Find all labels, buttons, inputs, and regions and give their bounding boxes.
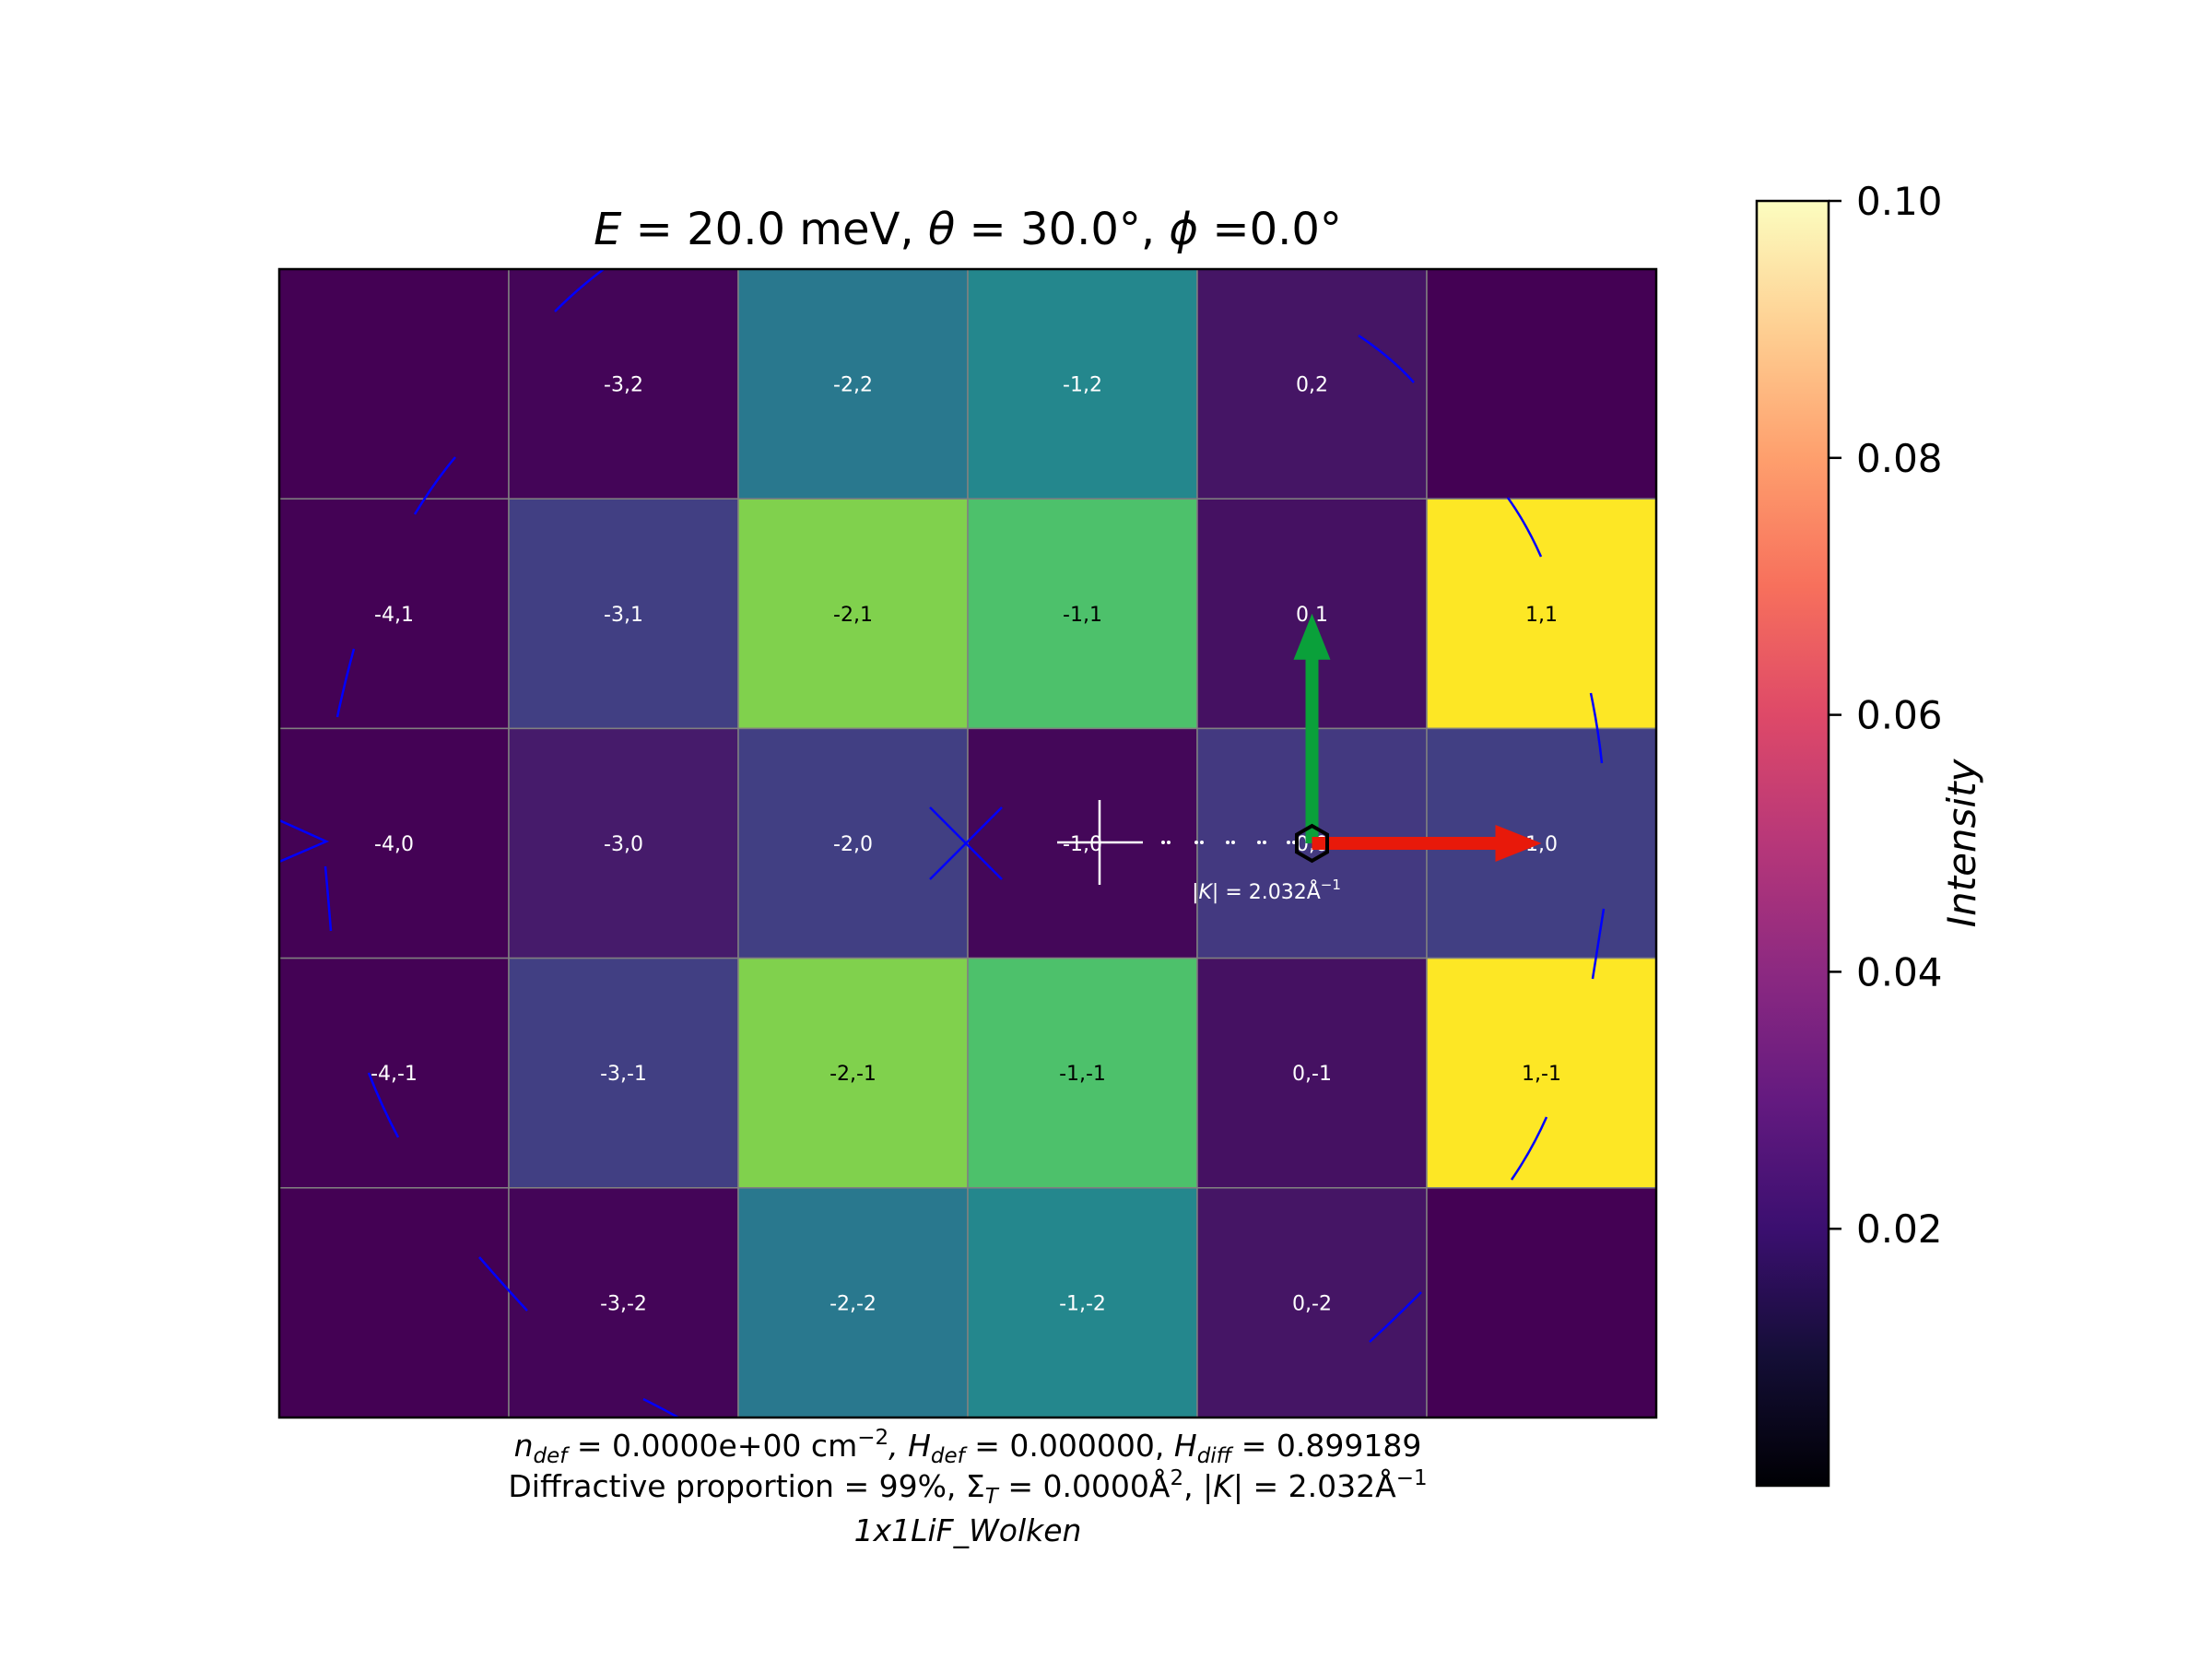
heatmap-cell xyxy=(508,727,739,959)
arc xyxy=(367,1072,400,1138)
heatmap-cell xyxy=(278,957,510,1189)
lattice-vectors xyxy=(1293,613,1542,864)
cell-label: 0,-1 xyxy=(1292,1063,1332,1086)
cell-label: -4,0 xyxy=(374,833,414,856)
cell-label: 1,1 xyxy=(1525,604,1558,627)
cell-label: -1,1 xyxy=(1063,604,1102,627)
cell-label: -1,-1 xyxy=(1059,1063,1106,1086)
heatmap-cell xyxy=(278,498,510,730)
cell-labels: -3,2-2,2-1,20,2-4,1-3,1-2,1-1,10,11,1-4,… xyxy=(371,374,1561,1316)
heatmap-cell xyxy=(1426,268,1657,500)
heatmap-cell xyxy=(508,498,739,730)
cell-label: 1,-1 xyxy=(1522,1063,1561,1086)
cell-label: -3,2 xyxy=(604,374,643,397)
cell-label: -2,2 xyxy=(833,374,873,397)
cell-label: -2,0 xyxy=(833,833,873,856)
cell-label: -4,1 xyxy=(374,604,414,627)
heatmap-cell xyxy=(1196,957,1428,1189)
footer-line-1: ndef = 0.0000e+00 cm−2, Hdef = 0.000000,… xyxy=(514,1426,1422,1468)
cell-label: -3,0 xyxy=(604,833,643,856)
arc xyxy=(324,865,333,932)
heatmap-cell xyxy=(967,268,1198,500)
arc xyxy=(335,648,356,718)
cell-label: -1,-2 xyxy=(1059,1292,1106,1315)
cell-label: -3,-1 xyxy=(600,1063,647,1086)
heatmap-cell xyxy=(1196,1187,1428,1418)
overlays xyxy=(279,269,1606,1418)
arc xyxy=(1510,1116,1548,1181)
heatmap-cell xyxy=(737,1187,969,1418)
heatmap-cell xyxy=(508,268,739,500)
heatmap-cell xyxy=(278,268,510,500)
colorbar-tick-label: 0.04 xyxy=(1856,949,1943,994)
arc xyxy=(413,456,456,515)
heatmap-cell xyxy=(737,957,969,1189)
arc xyxy=(1358,334,1415,383)
colorbar-tick-label: 0.10 xyxy=(1856,179,1943,224)
colorbar-gradient xyxy=(1755,199,1830,1488)
ewald-arcs xyxy=(279,269,1606,1418)
cell-label: -1,0 xyxy=(1063,833,1102,856)
heatmap-cell xyxy=(278,727,510,959)
arc xyxy=(279,818,330,864)
cell-label: -1,2 xyxy=(1063,374,1102,397)
heatmap-cell xyxy=(1196,268,1428,500)
arc xyxy=(478,1256,528,1312)
heatmap-cell xyxy=(508,1187,739,1418)
colorbar: 0.02 0.04 0.06 0.08 0.10 Intensity xyxy=(1755,179,1984,1488)
heatmap-cells xyxy=(278,268,1657,1418)
arc xyxy=(642,1397,679,1418)
b1-vector-arrow xyxy=(1312,825,1542,862)
heatmap-cell xyxy=(737,727,969,959)
arc xyxy=(1506,497,1543,558)
heatmap-cell xyxy=(967,1187,1198,1418)
white-cross-marker xyxy=(1057,800,1143,885)
cell-label: -2,1 xyxy=(833,604,873,627)
blue-x-marker xyxy=(929,806,1003,880)
axes-frame xyxy=(277,267,1658,1419)
footer-line-3: 1x1LiF_Wolken xyxy=(854,1512,1082,1548)
cell-label: -2,-2 xyxy=(830,1292,877,1315)
cell-label: 0,-2 xyxy=(1292,1292,1332,1315)
heatmap-cell xyxy=(967,957,1198,1189)
cell-label: -4,-1 xyxy=(371,1063,418,1086)
colorbar-label: Intensity xyxy=(1939,758,1984,927)
colorbar-tick-label: 0.08 xyxy=(1856,436,1943,481)
k-magnitude-label: |K| = 2.032Å−1 xyxy=(1192,877,1341,904)
white-dot-trail xyxy=(1161,841,1296,844)
colorbar-tick-label: 0.06 xyxy=(1856,693,1943,738)
arc xyxy=(1591,908,1606,980)
cell-label: -2,-1 xyxy=(830,1063,877,1086)
arc xyxy=(1369,1291,1422,1343)
heatmap-cell xyxy=(967,498,1198,730)
heatmap-cell xyxy=(508,957,739,1189)
heatmap-cell xyxy=(1426,498,1657,730)
colorbar-ticks: 0.02 0.04 0.06 0.08 0.10 xyxy=(1829,179,1943,1252)
heatmap-cell xyxy=(1426,1187,1657,1418)
chart-title: E = 20.0 meV, θ = 30.0°, ϕ =0.0° xyxy=(594,204,1342,255)
arc xyxy=(554,269,606,312)
arc xyxy=(1589,692,1604,764)
cell-label: 0,2 xyxy=(1296,374,1328,397)
footer-line-2: Diffractive proportion = 99%, ΣT = 0.000… xyxy=(508,1466,1427,1509)
heatmap-cell xyxy=(278,1187,510,1418)
cell-label: -3,-2 xyxy=(600,1292,647,1315)
b2-vector-arrow xyxy=(1293,613,1331,843)
colorbar-tick-label: 0.02 xyxy=(1856,1206,1943,1252)
cell-label: -3,1 xyxy=(604,604,643,627)
specular-hexagon-marker xyxy=(1295,823,1329,864)
